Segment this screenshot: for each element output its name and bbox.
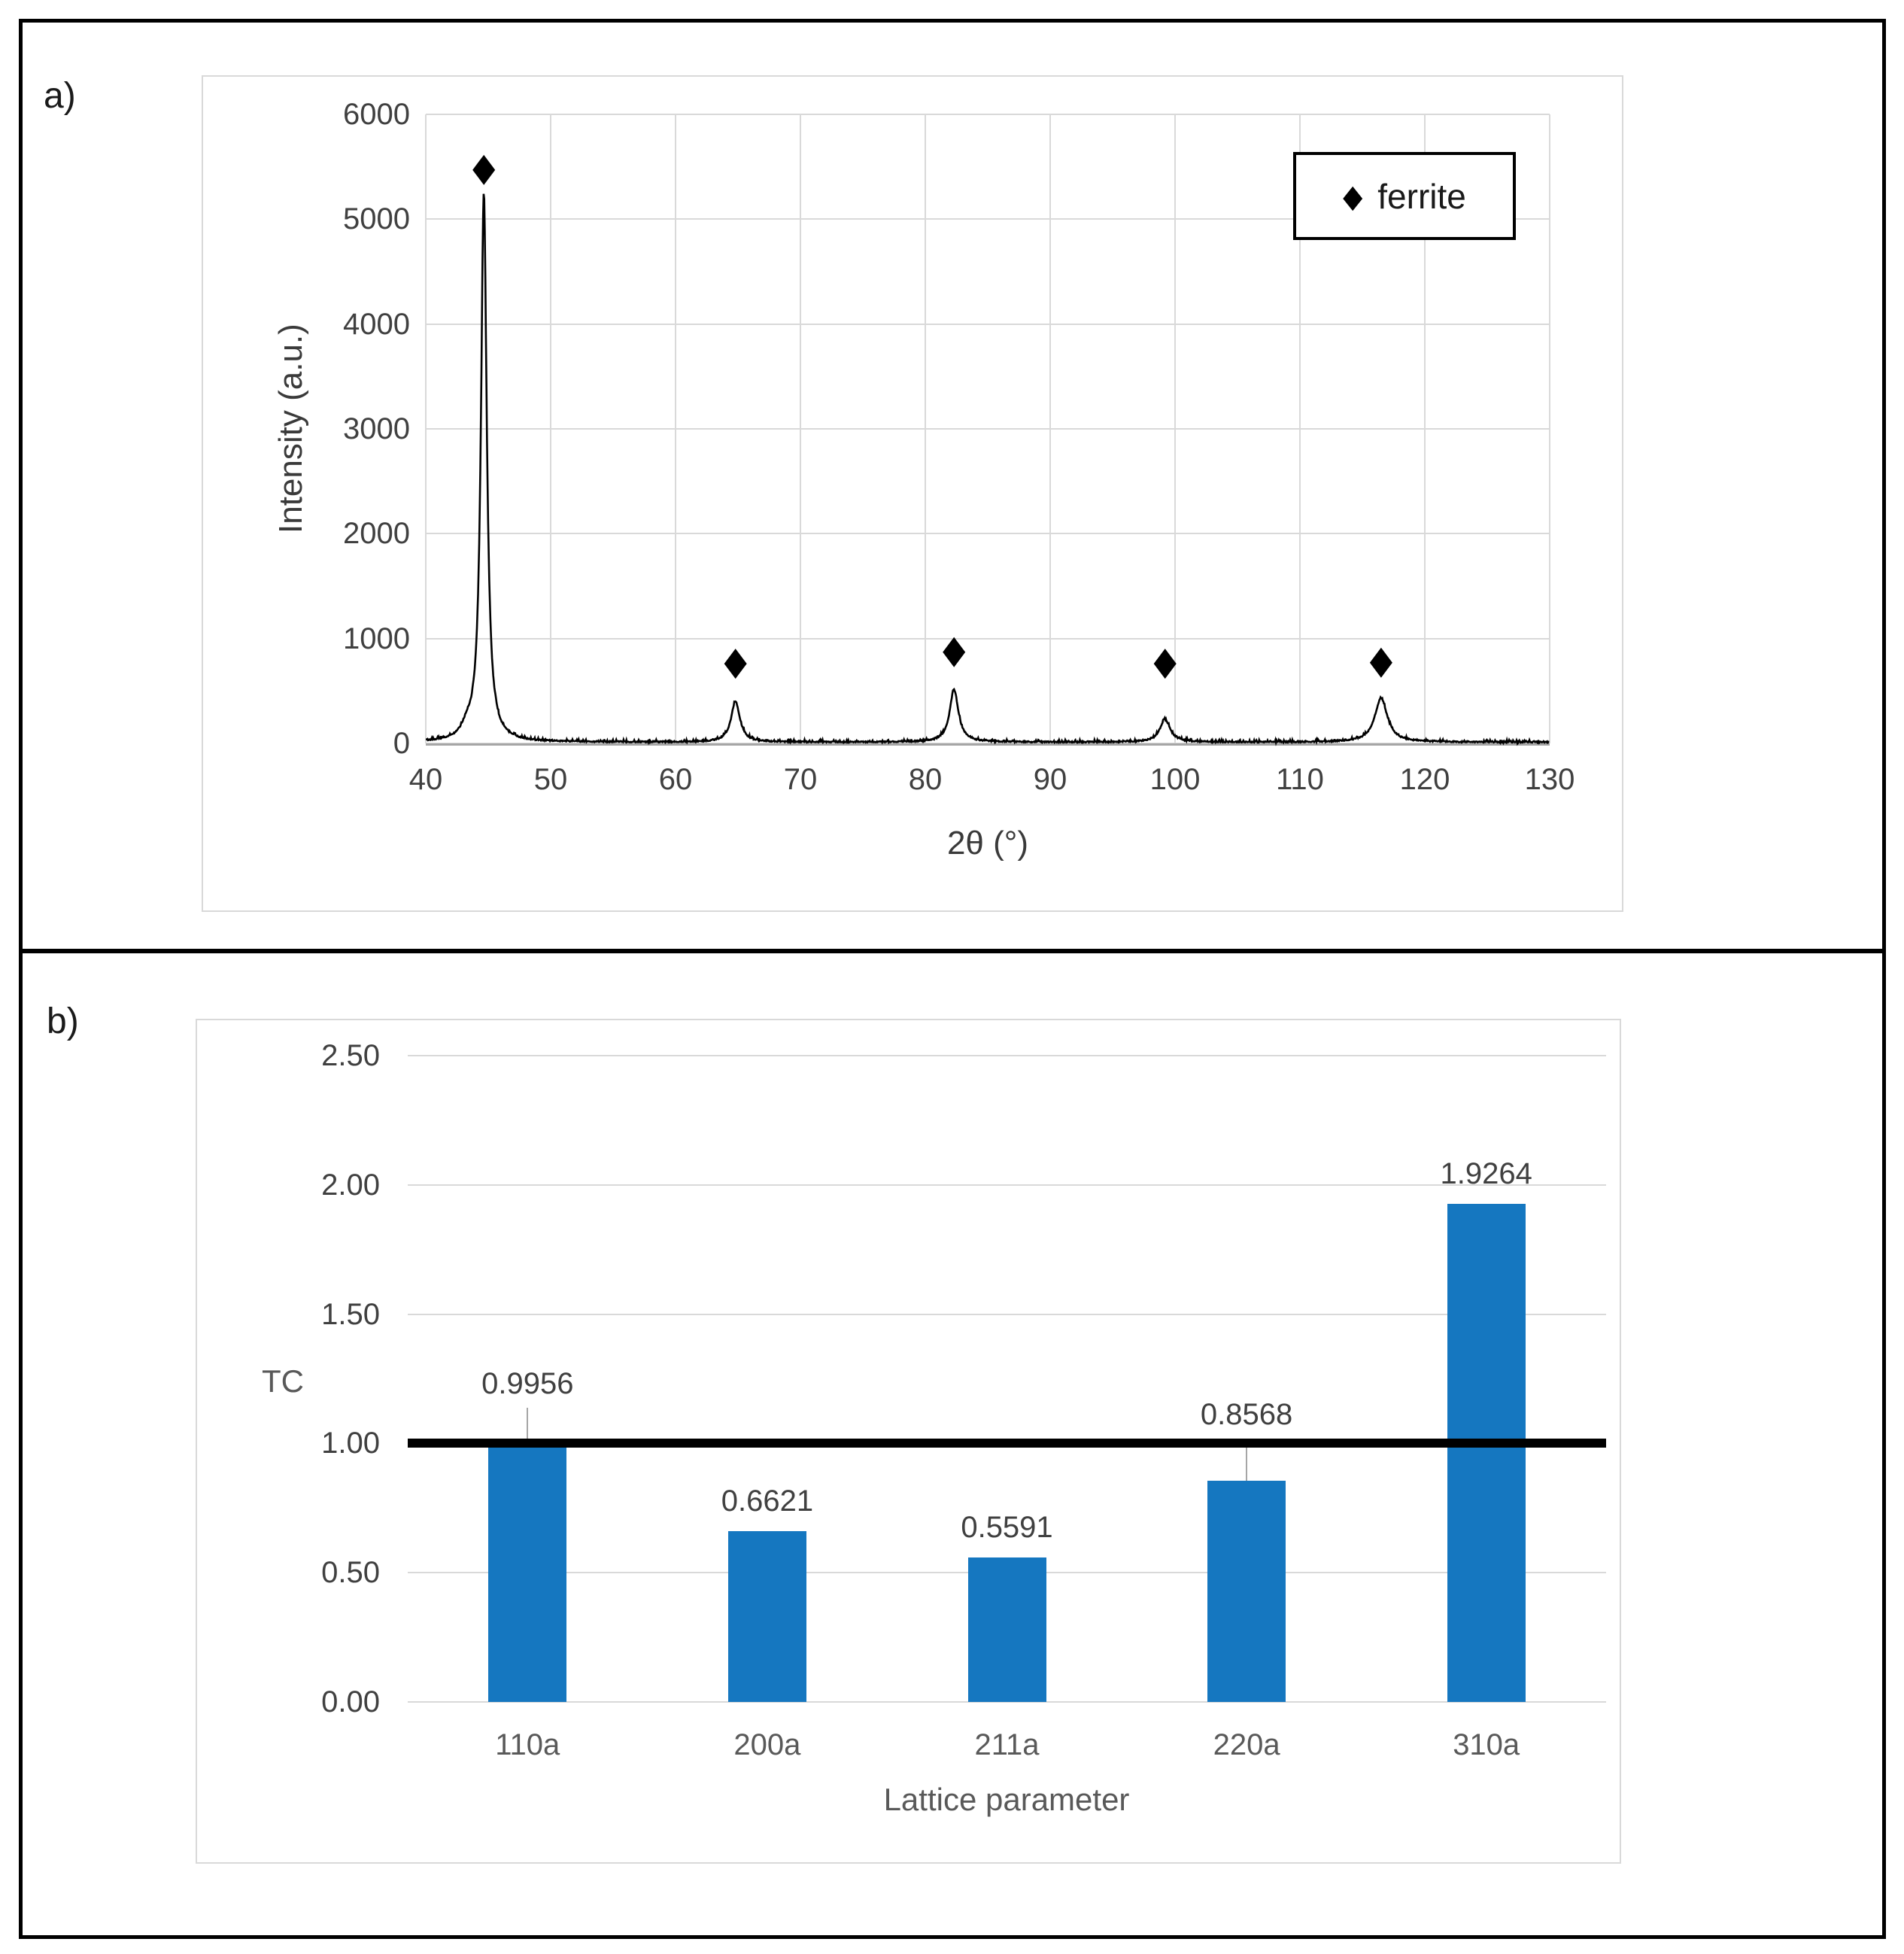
value-label-220a: 0.8568: [1200, 1398, 1293, 1432]
category-label-110a: 110a: [495, 1728, 560, 1761]
bar-220a: [1207, 1480, 1286, 1702]
gridline-b-2.00: [408, 1184, 1606, 1186]
x-tick-a-70: 70: [783, 763, 818, 796]
x-axis-line-a: [426, 743, 1550, 746]
y-tick-b-1.00: 1.00: [321, 1427, 380, 1460]
y-tick-a-4000: 4000: [343, 307, 410, 341]
bar-110a: [488, 1444, 567, 1702]
x-tick-a-50: 50: [533, 763, 568, 796]
legend-box: ◆ ferrite: [1293, 152, 1516, 240]
gridline-y-5000: [426, 218, 1550, 220]
value-label-211a: 0.5591: [961, 1510, 1053, 1544]
y-tick-b-2.50: 2.50: [321, 1039, 380, 1072]
reference-line-tc-1: [408, 1439, 1606, 1448]
label-leader-220a: [1246, 1439, 1248, 1481]
y-tick-a-2000: 2000: [343, 517, 410, 551]
gridline-b-2.50: [408, 1055, 1606, 1056]
x-tick-a-110: 110: [1276, 763, 1324, 796]
x-tick-a-80: 80: [908, 763, 943, 796]
ferrite-peak-marker-2: [724, 649, 747, 679]
ferrite-diamond-icon: ◆: [1343, 178, 1363, 214]
x-axis-title-2theta: 2θ (°): [946, 825, 1029, 862]
ferrite-peak-marker-4: [1153, 649, 1177, 679]
ferrite-peak-marker-1: [472, 154, 496, 185]
gridline-y-6000: [426, 114, 1550, 115]
category-label-200a: 200a: [733, 1728, 801, 1761]
gridline-b-0.00: [408, 1701, 1606, 1703]
label-leader-110a: [527, 1408, 529, 1445]
ferrite-peak-marker-5: [1369, 647, 1392, 678]
x-tick-a-120: 120: [1399, 763, 1450, 796]
y-tick-b-1.50: 1.50: [321, 1297, 380, 1331]
value-label-200a: 0.6621: [721, 1484, 814, 1518]
gridline-y-3000: [426, 428, 1550, 430]
xrd-curve: [426, 154, 1550, 746]
bar-200a: [727, 1530, 806, 1702]
panel-a-label: a): [44, 76, 76, 116]
bar-310a: [1447, 1204, 1526, 1702]
bar-211a: [967, 1557, 1046, 1702]
x-tick-a-40: 40: [408, 763, 443, 796]
x-tick-a-100: 100: [1149, 763, 1201, 796]
x-tick-a-130: 130: [1524, 763, 1575, 796]
xrd-intensity-trace: [426, 193, 1550, 746]
gridline-y-2000: [426, 533, 1550, 535]
category-label-310a: 310a: [1453, 1728, 1520, 1761]
category-label-220a: 220a: [1213, 1728, 1280, 1761]
y-tick-b-0.00: 0.00: [321, 1685, 380, 1718]
x-tick-a-60: 60: [658, 763, 693, 796]
y-tick-a-3000: 3000: [343, 412, 410, 445]
y-tick-a-5000: 5000: [343, 202, 410, 236]
legend-label-ferrite: ferrite: [1377, 176, 1466, 216]
gridline-x-130: [1549, 114, 1550, 743]
panel-b-label: b): [47, 1001, 79, 1041]
value-label-310a: 1.9264: [1440, 1157, 1532, 1191]
y-axis-title-tc: TC: [262, 1363, 304, 1399]
y-tick-b-0.50: 0.50: [321, 1556, 380, 1590]
category-label-211a: 211a: [974, 1728, 1040, 1761]
y-tick-a-6000: 6000: [343, 98, 410, 131]
ferrite-peak-marker-3: [943, 637, 966, 667]
x-tick-a-90: 90: [1033, 763, 1067, 796]
y-tick-a-0: 0: [393, 727, 410, 760]
gridline-b-1.50: [408, 1313, 1606, 1315]
x-axis-title-lattice-parameter: Lattice parameter: [883, 1782, 1130, 1817]
y-tick-b-2.00: 2.00: [321, 1168, 380, 1202]
y-tick-a-1000: 1000: [343, 621, 410, 655]
gridline-y-4000: [426, 323, 1550, 325]
value-label-110a: 0.9956: [481, 1367, 574, 1401]
gridline-y-1000: [426, 637, 1550, 640]
